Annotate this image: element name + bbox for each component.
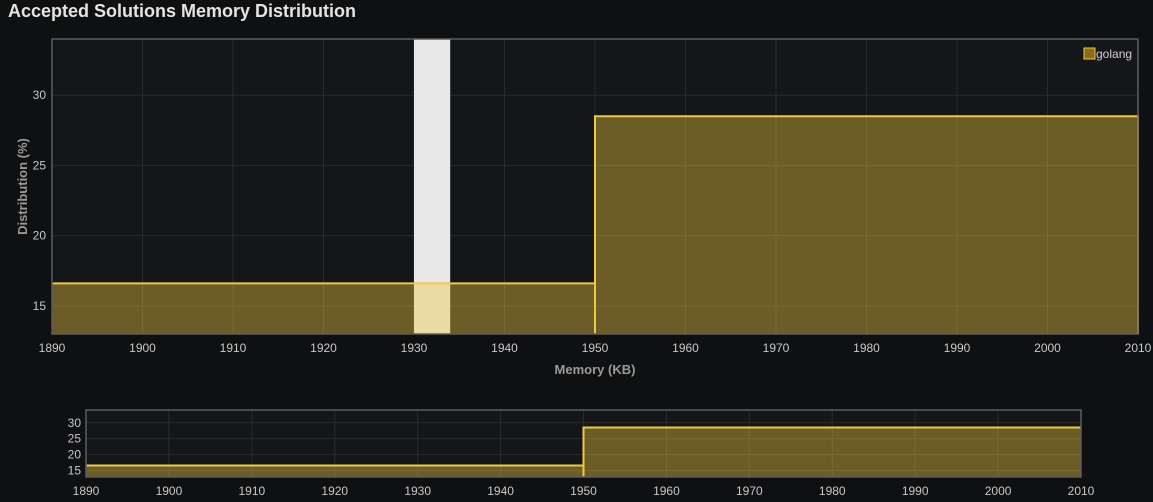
- highlight-band: [414, 39, 451, 334]
- navigator-x-tick-label: 1950: [570, 484, 597, 498]
- y-tick-label: 25: [33, 158, 47, 172]
- navigator-border: [85, 409, 1082, 478]
- navigator-x-tick-label: 2000: [985, 484, 1012, 498]
- navigator-series: [86, 426, 1081, 477]
- x-tick-label: 2010: [1125, 341, 1152, 355]
- x-tick-label: 1970: [763, 341, 790, 355]
- navigator-line-golang: [86, 426, 1081, 467]
- x-tick-label: 1910: [220, 341, 247, 355]
- legend-label: golang: [1096, 47, 1132, 61]
- navigator-x-tick-label: 1920: [321, 484, 348, 498]
- navigator-x-tick-label: 1890: [73, 484, 100, 498]
- x-tick-label: 1900: [129, 341, 156, 355]
- navigator-x-tick-label: 1990: [902, 484, 929, 498]
- chart-title: Accepted Solutions Memory Distribution: [8, 1, 357, 21]
- legend[interactable]: golang: [1083, 47, 1132, 61]
- navigator-x-tick-label: 1960: [653, 484, 680, 498]
- x-tick-label: 2000: [1034, 341, 1061, 355]
- legend-swatch: [1083, 47, 1096, 60]
- main-axes: 1890 1900 1910 1920 1930 1940 1950 1960 1970 1980…: [15, 38, 1152, 377]
- navigator-y-tick-label: 25: [68, 432, 82, 446]
- x-tick-label: 1890: [39, 341, 66, 355]
- plot-border: [51, 38, 1139, 335]
- navigator-axes: 1890 1900 1910 1920 1930 1940 1950 1960 1970 1980…: [68, 409, 1095, 498]
- navigator-x-tick-label: 1980: [819, 484, 846, 498]
- navigator-x-tick-label: 1970: [736, 484, 763, 498]
- highlight-band-rect: [414, 39, 451, 334]
- y-tick-label: 20: [33, 229, 47, 243]
- x-tick-label: 1960: [672, 341, 699, 355]
- x-axis-label: Memory (KB): [555, 362, 636, 377]
- y-tick-label: 30: [33, 88, 47, 102]
- x-tick-label: 1930: [401, 341, 428, 355]
- x-tick-label: 1940: [491, 341, 518, 355]
- x-tick-label: 1950: [582, 341, 609, 355]
- x-tick-label: 1980: [853, 341, 880, 355]
- x-tick-label: 1920: [310, 341, 337, 355]
- navigator-y-tick-label: 30: [68, 416, 82, 430]
- navigator-x-tick-label: 2010: [1068, 484, 1095, 498]
- navigator-x-tick-label: 1940: [487, 484, 514, 498]
- navigator-y-tick-label: 20: [68, 448, 82, 462]
- y-tick-label: 15: [33, 299, 47, 313]
- navigator-x-tick-label: 1900: [156, 484, 183, 498]
- navigator-x-tick-label: 1910: [238, 484, 265, 498]
- y-axis-label: Distribution (%): [15, 138, 30, 235]
- x-tick-label: 1990: [944, 341, 971, 355]
- navigator-y-tick-label: 15: [68, 464, 82, 478]
- navigator-x-tick-label: 1930: [404, 484, 431, 498]
